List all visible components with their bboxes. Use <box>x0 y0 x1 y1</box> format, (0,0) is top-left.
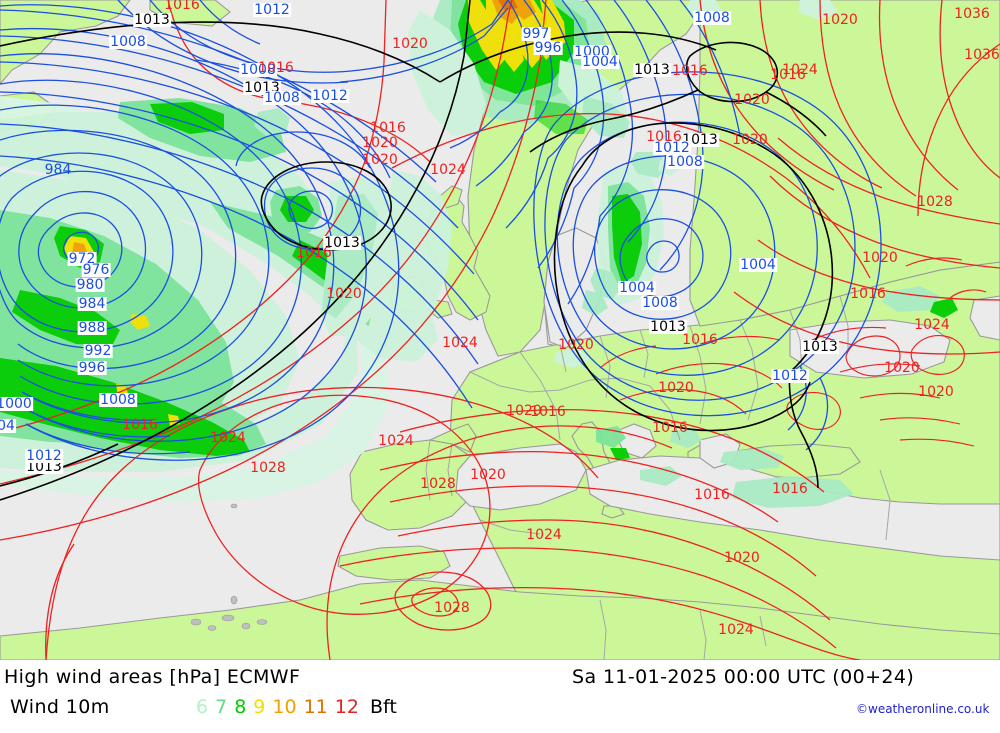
isobar-label: 1004 <box>739 257 777 273</box>
isobar-label: 992 <box>83 343 113 359</box>
isobar-label: 1028 <box>917 194 953 210</box>
isobar-label: 1020 <box>362 152 398 168</box>
map-panel[interactable]: 1013 1016 1012 1008 1013 1008 1016 1008 1012 1016… <box>0 0 1000 660</box>
isobar-label: 1013 <box>133 12 171 28</box>
isobar-label: 1012 <box>771 368 809 384</box>
isobar-label: 984 <box>77 296 107 312</box>
isobar-label: 1016 <box>652 420 688 436</box>
isobar-label: 1020 <box>862 250 898 266</box>
isobar-label: 1013 <box>801 339 839 355</box>
isobar-label: 1036 <box>954 6 990 22</box>
isobar-label: 1028 <box>434 600 470 616</box>
isobar-label: 1028 <box>420 476 456 492</box>
isobar-label: 1013 <box>25 459 63 475</box>
isobar-label: 996 <box>77 360 107 376</box>
legend-step-7: 7 <box>215 696 228 718</box>
legend-step-8: 8 <box>234 696 247 718</box>
inland-seas <box>455 227 1000 561</box>
isobar-label: 1016 <box>694 487 730 503</box>
isobar-label: 1000 <box>0 397 33 411</box>
legend-unit: Bft <box>369 696 397 718</box>
isobar-label: 1020 <box>392 36 428 52</box>
isobar-label: 984 <box>44 162 72 178</box>
isobar-label: 996 <box>533 40 563 56</box>
chart-title: High wind areas [hPa] ECMWF <box>4 666 301 688</box>
isobar-label: 1016 <box>646 129 682 145</box>
pressure-contour-map[interactable] <box>0 0 1000 660</box>
legend-step-10: 10 <box>272 696 297 718</box>
isobar-label: 976 <box>81 262 111 278</box>
isobar-label: 1008 <box>263 90 301 106</box>
isobar-label: 1016 <box>296 245 332 261</box>
isobar-label: 1024 <box>526 527 562 543</box>
valid-datetime: Sa 11-01-2025 00:00 UTC (00+24) <box>572 666 915 688</box>
isobar-label: 1020 <box>470 467 506 483</box>
wind-force-legend: 6 7 8 9 10 11 12 Bft <box>196 696 397 720</box>
isobar-label: 1008 <box>693 10 731 26</box>
isobar-label: 1016 <box>258 60 294 76</box>
isobar-label: 1012 <box>25 448 63 464</box>
isobar-label: 1016 <box>164 0 200 13</box>
isobar-label: 1036 <box>964 47 1000 63</box>
isobar-label: 1016 <box>672 63 708 79</box>
isobar-label: 1004 <box>618 280 656 296</box>
isobar-label: 1020 <box>326 286 362 302</box>
legend-step-9: 9 <box>253 696 266 718</box>
isobar-label: 988 <box>77 320 107 336</box>
isobar-label: 1024 <box>430 162 466 178</box>
legend-step-11: 11 <box>303 696 328 718</box>
isobar-label: 1016 <box>122 417 158 433</box>
isobar-label: 972 <box>67 251 97 267</box>
isobar-label: 1012 <box>311 88 349 104</box>
isobar-label: 1020 <box>822 12 858 28</box>
isobar-label: 1020 <box>658 380 694 396</box>
isobar-label: 1008 <box>666 154 704 170</box>
isobar-label: 997 <box>521 26 551 42</box>
footer: High wind areas [hPa] ECMWF Wind 10m Sa … <box>0 660 1000 733</box>
isobar-label: 1020 <box>734 92 770 108</box>
isobar-label: 1008 <box>641 295 679 311</box>
isobar-label: 1013 <box>633 62 671 78</box>
copyright-credit: ©weatheronline.co.uk <box>856 702 990 716</box>
isobar-label: 1013 <box>323 235 361 251</box>
isobars-high <box>0 0 1000 660</box>
isobar-label: 1008 <box>109 34 147 50</box>
isobar-label: 1016 <box>530 404 566 420</box>
isobar-label: 1020 <box>884 360 920 376</box>
isobar-label: 1004 <box>581 54 619 70</box>
isobar-label: 1008 <box>99 392 137 408</box>
chart-parameter: Wind 10m <box>10 696 110 718</box>
isobar-label: 1024 <box>718 622 754 638</box>
isobar-label: 1020 <box>724 550 760 566</box>
isobar-label: 1024 <box>210 430 246 446</box>
isobar-label: 1016 <box>850 286 886 302</box>
isobar-label: 1016 <box>682 332 718 348</box>
isobar-label: 1024 <box>782 62 818 78</box>
isobar-label: 1020 <box>506 403 542 419</box>
isobar-label: 1008 <box>239 62 277 78</box>
isobar-label: 1024 <box>914 317 950 333</box>
isobar-label: 980 <box>75 277 105 293</box>
isobar-label: 04 <box>0 419 16 433</box>
isobar-label: 1012 <box>653 140 691 156</box>
isobar-label: 1016 <box>772 481 808 497</box>
isobar-label: 1028 <box>250 460 286 476</box>
isobar-1013 <box>0 0 834 501</box>
isobar-label: 1024 <box>378 433 414 449</box>
isobar-label: 1016 <box>370 120 406 136</box>
legend-step-6: 6 <box>196 696 209 718</box>
political-borders <box>425 295 891 660</box>
isobar-label: 1020 <box>918 384 954 400</box>
legend-step-12: 12 <box>334 696 359 718</box>
isobar-label: 1012 <box>253 2 291 18</box>
isobar-label: 1020 <box>362 135 398 151</box>
isobars-low <box>0 0 882 461</box>
isobar-label: 1020 <box>558 337 594 353</box>
isobar-label: 1016 <box>770 67 806 83</box>
isobar-label: 1024 <box>442 335 478 351</box>
isobar-label: 1020 <box>732 132 768 148</box>
isobar-label: 1013 <box>649 319 687 335</box>
